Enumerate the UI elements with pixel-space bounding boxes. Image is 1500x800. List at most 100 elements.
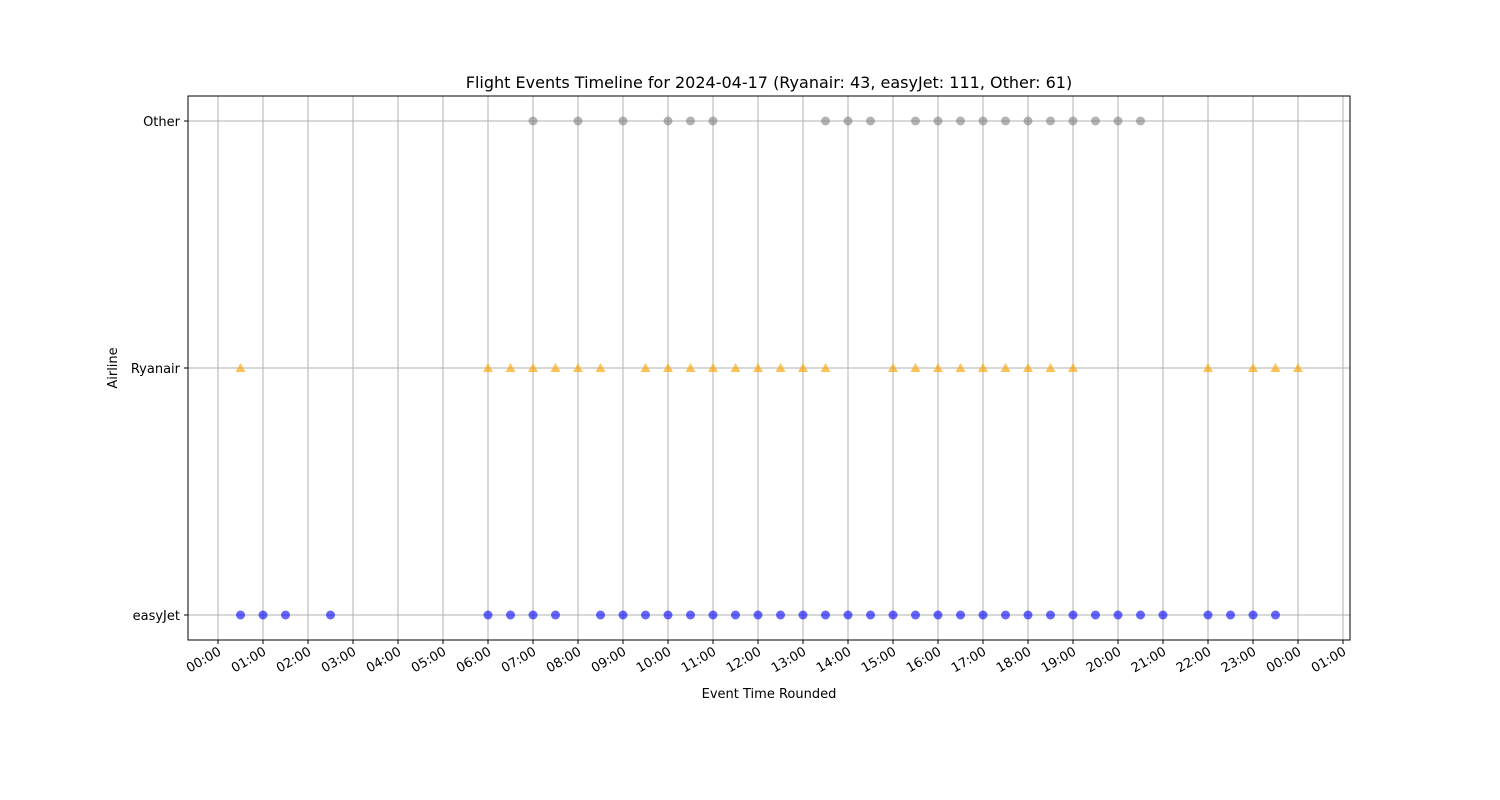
data-point-other [1001,116,1010,126]
data-point-easyjet [1158,610,1168,620]
x-tick-label: 02:00 [274,644,314,676]
data-point-ryanair [798,363,808,372]
data-point-ryanair [1270,363,1281,372]
data-point-other [1091,116,1100,126]
chart-title: Flight Events Timeline for 2024-04-17 (R… [466,73,1072,92]
data-point-easyjet [1271,610,1280,620]
data-point-easyjet [1091,610,1100,620]
data-point-ryanair [1000,363,1011,372]
data-point-other [911,116,920,126]
data-point-easyjet [641,610,650,620]
data-point-easyjet [1046,610,1055,620]
x-tick-label: 03:00 [319,644,359,676]
data-point-ryanair [1045,363,1056,372]
data-point-ryanair [505,363,516,372]
x-tick-label: 07:00 [499,644,539,676]
data-point-easyjet [978,610,988,620]
data-point-ryanair [888,363,898,372]
y-axis-label: Airline [106,347,121,388]
data-point-easyjet [911,610,920,620]
x-tick-label: 19:00 [1039,644,1079,676]
data-point-ryanair [528,363,538,372]
data-point-other [821,116,830,126]
data-point-other [528,116,538,126]
x-tick-label: 08:00 [544,644,584,676]
x-tick-label: 15:00 [859,644,899,676]
data-point-ryanair [595,363,606,372]
data-point-easyjet [326,610,335,620]
x-tick-label: 20:00 [1084,644,1124,676]
data-point-easyjet [528,610,538,620]
y-tick-label: easyJet [133,609,180,624]
data-point-other [1113,116,1123,126]
data-point-other [978,116,988,126]
y-axis-ticks: easyJet Ryanair Other [131,115,188,624]
data-point-other [956,116,965,126]
data-point-ryanair [955,363,966,372]
data-point-easyjet [1203,610,1213,620]
data-point-ryanair [730,363,741,372]
data-point-other [933,116,943,126]
x-tick-label: 13:00 [769,644,809,676]
data-point-ryanair [1203,363,1213,372]
data-point-easyjet [281,610,290,620]
data-point-easyjet [663,610,673,620]
data-point-other [1136,116,1145,126]
x-tick-label: 01:00 [1309,644,1349,676]
data-point-ryanair [550,363,561,372]
grid-lines [188,96,1350,640]
x-tick-label: 23:00 [1219,644,1259,676]
data-point-ryanair [1068,363,1078,372]
data-point-other [686,116,695,126]
x-tick-label: 16:00 [904,644,944,676]
data-point-ryanair [1023,363,1033,372]
y-tick-label: Other [143,115,181,130]
x-tick-label: 10:00 [634,644,674,676]
data-points [235,116,1303,620]
data-point-easyjet [1248,610,1258,620]
data-point-ryanair [685,363,696,372]
data-point-easyjet [596,610,605,620]
data-point-easyjet [866,610,875,620]
data-point-easyjet [1136,610,1145,620]
data-point-easyjet [618,610,628,620]
y-tick-label: Ryanair [131,362,181,377]
data-point-easyjet [776,610,785,620]
data-point-ryanair [820,363,831,372]
data-point-easyjet [686,610,695,620]
x-tick-label: 18:00 [994,644,1034,676]
data-point-easyjet [956,610,965,620]
data-point-ryanair [910,363,921,372]
data-point-easyjet [821,610,830,620]
data-point-easyjet [1068,610,1078,620]
data-point-easyjet [258,610,268,620]
data-point-ryanair [235,363,246,372]
x-tick-label: 06:00 [454,644,494,676]
data-point-ryanair [753,363,763,372]
x-tick-label: 05:00 [409,644,449,676]
x-tick-label: 11:00 [679,644,719,676]
x-tick-label: 21:00 [1129,644,1169,676]
data-point-easyjet [551,610,560,620]
data-point-easyjet [731,610,740,620]
data-point-easyjet [1113,610,1123,620]
data-point-easyjet [933,610,943,620]
data-point-easyjet [798,610,808,620]
data-point-ryanair [573,363,583,372]
data-point-ryanair [483,363,493,372]
data-point-ryanair [708,363,718,372]
data-point-ryanair [978,363,988,372]
data-point-easyjet [483,610,493,620]
data-point-easyjet [708,610,718,620]
data-point-easyjet [1226,610,1235,620]
x-tick-label: 00:00 [184,644,224,676]
data-point-easyjet [1023,610,1033,620]
data-point-other [618,116,628,126]
data-point-other [663,116,673,126]
data-point-other [573,116,583,126]
data-point-ryanair [663,363,673,372]
data-point-other [1046,116,1055,126]
x-tick-label: 01:00 [229,644,269,676]
data-point-ryanair [933,363,943,372]
